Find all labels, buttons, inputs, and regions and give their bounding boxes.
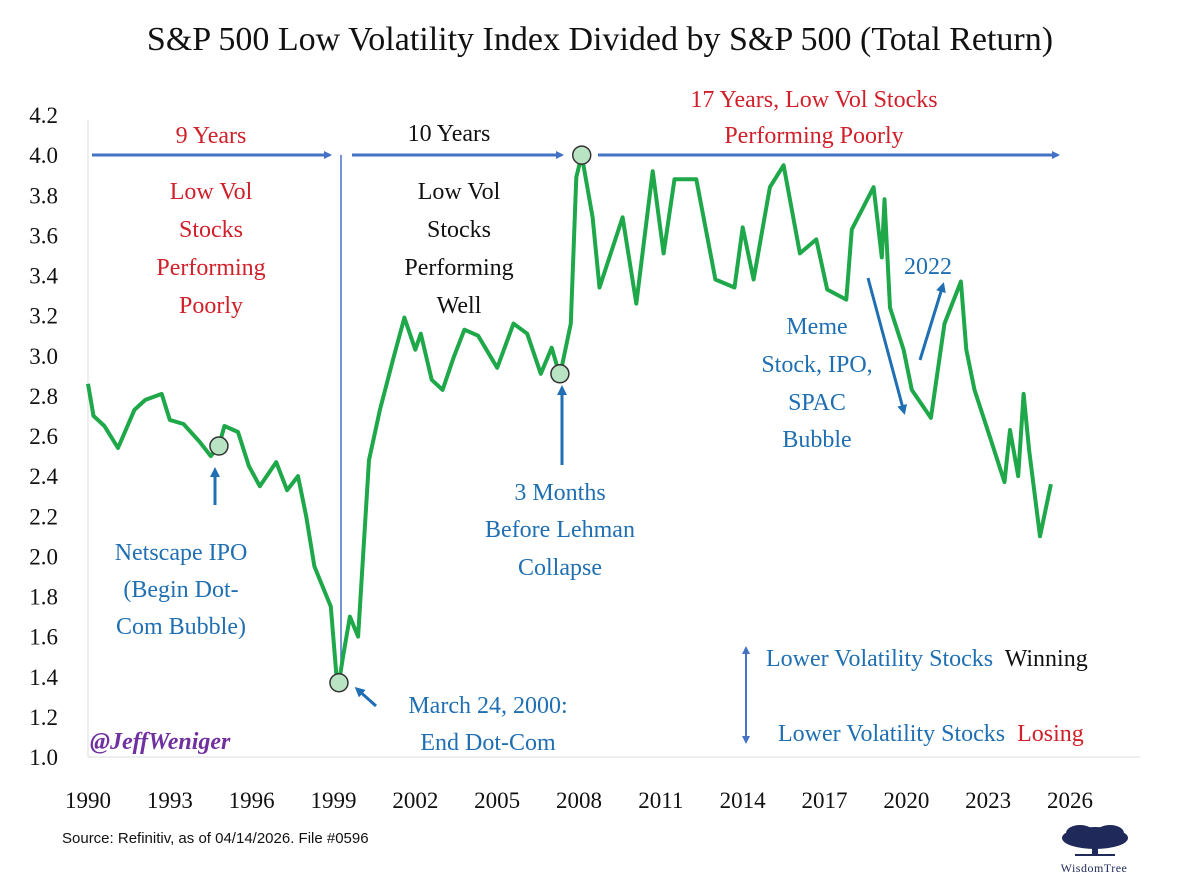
- dotcom-end-label-2: End Dot-Com: [420, 730, 556, 756]
- y-tick-label: 4.0: [29, 143, 58, 168]
- netscape-label-3: Com Bubble): [116, 614, 246, 640]
- y-tick-label: 4.2: [29, 103, 58, 128]
- losing-word: Losing: [1017, 721, 1084, 747]
- wisdomtree-logo: WisdomTree: [1061, 825, 1128, 875]
- y-tick-label: 1.8: [29, 585, 58, 610]
- x-tick-label: 2005: [474, 788, 520, 813]
- x-tick-label: 2011: [638, 788, 683, 813]
- losing-prefix: Lower Volatility Stocks: [778, 721, 1005, 747]
- period2-desc-3: Performing: [404, 255, 513, 281]
- period3-label-2: Performing Poorly: [724, 123, 903, 149]
- x-tick-label: 1993: [147, 788, 193, 813]
- meme-label-2: Stock, IPO,: [761, 352, 872, 378]
- period1-desc-2: Stocks: [179, 217, 243, 243]
- y-tick-label: 2.8: [29, 384, 58, 409]
- netscape-label-1: Netscape IPO: [115, 540, 248, 566]
- netscape-label-2: (Begin Dot-: [123, 577, 238, 603]
- y-tick-label: 2.6: [29, 424, 58, 449]
- highlight-markers: [209, 145, 592, 693]
- x-tick-label: 2008: [556, 788, 602, 813]
- y-tick-label: 3.8: [29, 183, 58, 208]
- highlight-marker: [329, 673, 349, 693]
- y-tick-labels: 4.2 4.0 3.8 3.6 3.4 3.2 3.0 2.8 2.6 2.4 2.2 2.0 1.8 1…: [29, 103, 58, 770]
- rebound-2022-arrow: [918, 282, 946, 361]
- x-tick-labels: 1990 1993 1996 1999 2002 2005 2008 2011 2014 2017…: [65, 788, 1093, 813]
- losing-legend: Lower Volatility Stocks Losing: [778, 721, 1084, 747]
- lehman-label-2: Before Lehman: [485, 517, 635, 543]
- period1-label: 9 Years: [176, 123, 247, 149]
- y-tick-label: 3.6: [29, 223, 58, 248]
- period2-desc-2: Stocks: [427, 217, 491, 243]
- x-tick-label: 1996: [229, 788, 275, 813]
- logo-text: WisdomTree: [1061, 861, 1128, 875]
- x-tick-label: 2026: [1047, 788, 1093, 813]
- period2-label: 10 Years: [408, 121, 491, 147]
- period3-label-1: 17 Years, Low Vol Stocks: [690, 87, 937, 113]
- period2-desc-4: Well: [437, 293, 482, 319]
- meme-label-3: SPAC: [788, 390, 846, 416]
- highlight-marker: [571, 145, 592, 165]
- x-tick-label: 2023: [965, 788, 1011, 813]
- dotcom-end-label-1: March 24, 2000:: [408, 693, 567, 719]
- y-tick-label: 3.2: [29, 304, 58, 329]
- y-tick-label: 2.4: [29, 464, 58, 489]
- series-line: [86, 153, 1053, 685]
- y-tick-label: 1.0: [29, 745, 58, 770]
- period1-desc-4: Poorly: [179, 293, 243, 319]
- chart-title: S&P 500 Low Volatility Index Divided by …: [147, 21, 1053, 58]
- meme-label-1: Meme: [786, 314, 847, 340]
- y-tick-label: 3.4: [29, 264, 58, 289]
- y-tick-label: 1.6: [29, 625, 58, 650]
- lehman-label-3: Collapse: [518, 555, 602, 581]
- twitter-handle: @JeffWeniger: [90, 729, 231, 755]
- winning-word: Winning: [1005, 646, 1088, 672]
- x-tick-label: 2020: [883, 788, 929, 813]
- x-tick-label: 2002: [392, 788, 438, 813]
- period2-desc-1: Low Vol: [418, 179, 501, 205]
- lehman-label-1: 3 Months: [514, 480, 605, 506]
- dotcom-end-arrow: [354, 686, 378, 708]
- winning-prefix: Lower Volatility Stocks: [766, 646, 993, 672]
- x-tick-label: 2017: [802, 788, 848, 813]
- tree-icon: [1062, 825, 1128, 856]
- meme-label-4: Bubble: [782, 427, 851, 453]
- year-2022-label: 2022: [904, 254, 952, 280]
- source-note: Source: Refinitiv, as of 04/14/2026. Fil…: [62, 830, 369, 847]
- x-tick-label: 2014: [720, 788, 767, 813]
- y-tick-label: 1.2: [29, 705, 58, 730]
- period1-desc-1: Low Vol: [170, 179, 253, 205]
- highlight-marker: [209, 436, 229, 456]
- highlight-marker: [550, 364, 570, 384]
- y-tick-label: 3.0: [29, 344, 58, 369]
- period1-desc-3: Performing: [156, 255, 265, 281]
- x-tick-label: 1999: [311, 788, 357, 813]
- y-tick-label: 2.0: [29, 544, 58, 569]
- winning-legend: Lower Volatility Stocks Winning: [766, 646, 1088, 672]
- x-tick-label: 1990: [65, 788, 111, 813]
- y-tick-label: 2.2: [29, 504, 58, 529]
- y-tick-label: 1.4: [29, 665, 58, 690]
- meme-down-arrow: [866, 277, 908, 415]
